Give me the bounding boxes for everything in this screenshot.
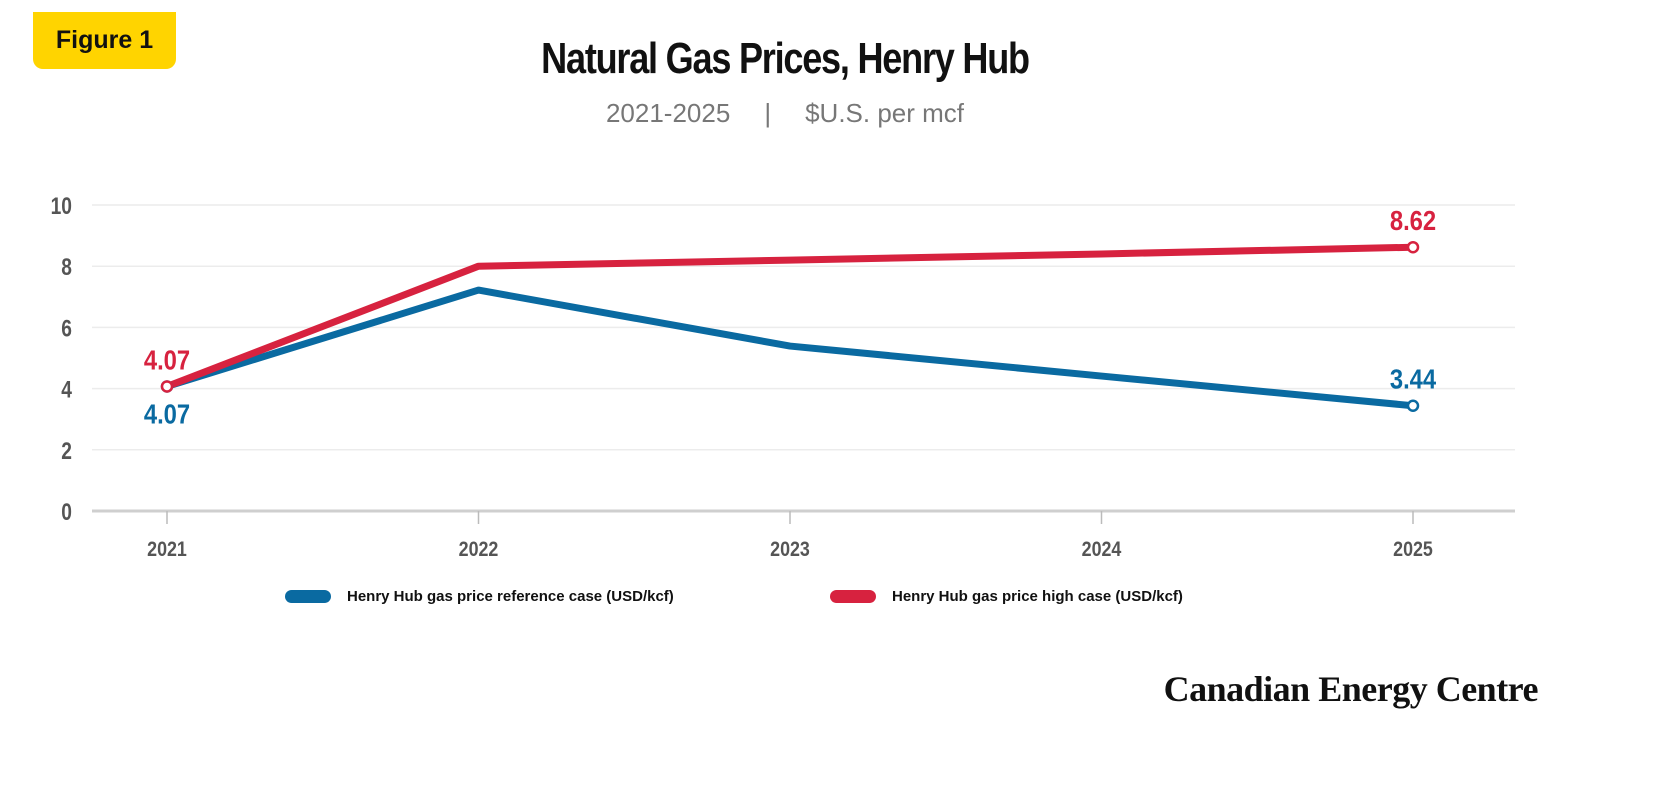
subtitle-separator: | — [764, 98, 772, 128]
y-tick-label: 8 — [61, 253, 72, 281]
data-label: 4.07 — [144, 398, 190, 430]
data-point-marker — [1406, 399, 1420, 412]
x-tick-label: 2021 — [147, 538, 187, 562]
data-label: 3.44 — [1390, 363, 1437, 395]
y-tick-label: 6 — [61, 314, 72, 342]
y-tick-label: 2 — [61, 437, 72, 465]
legend-item-high: Henry Hub gas price high case (USD/kcf) — [830, 588, 1183, 605]
y-tick-label: 0 — [61, 498, 72, 526]
legend-label: Henry Hub gas price high case (USD/kcf) — [892, 588, 1183, 605]
y-tick-label: 10 — [51, 192, 72, 220]
data-point-marker — [160, 380, 174, 393]
data-label: 8.62 — [1390, 204, 1436, 236]
x-tick-label: 2025 — [1393, 538, 1433, 562]
x-tick-label: 2024 — [1082, 538, 1122, 562]
subtitle-unit: $U.S. per mcf — [805, 98, 965, 128]
x-tick-label: 2022 — [459, 538, 499, 562]
y-tick-label: 4 — [61, 376, 72, 404]
data-label: 4.07 — [144, 344, 190, 376]
series-line-reference — [165, 286, 1414, 410]
legend-swatch-reference — [285, 590, 331, 603]
legend-label: Henry Hub gas price reference case (USD/… — [347, 588, 674, 605]
brand-logo: Canadian Energy Centre — [1163, 669, 1539, 709]
x-tick-label: 2023 — [770, 538, 810, 562]
series-line-high — [165, 243, 1414, 390]
legend-item-reference: Henry Hub gas price reference case (USD/… — [285, 588, 674, 605]
chart-title: Natural Gas Prices, Henry Hub — [541, 34, 1030, 83]
subtitle-period: 2021-2025 — [605, 98, 731, 128]
chart-subtitle: 2021-2025 | $U.S. per mcf — [0, 98, 1570, 129]
figure-badge: Figure 1 — [33, 12, 176, 69]
data-point-marker — [1406, 240, 1420, 254]
legend-swatch-high — [830, 590, 876, 603]
